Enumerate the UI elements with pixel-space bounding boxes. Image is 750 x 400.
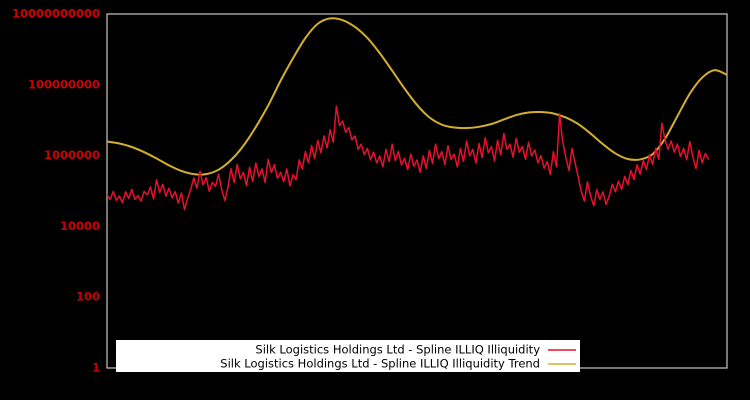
trend-line-series (107, 17, 727, 176)
legend-label: Silk Logistics Holdings Ltd - Spline ILL… (220, 357, 540, 371)
y-axis-tick-label: 1 (92, 361, 100, 375)
illiquidity-line-series (107, 105, 710, 211)
y-axis-tick-labels: 10000000000 100000000 1000000 10000 100 1 (12, 7, 100, 375)
y-axis-tick-label: 100 (76, 290, 100, 304)
legend-background (116, 340, 580, 372)
legend-label: Silk Logistics Holdings Ltd - Spline ILL… (255, 343, 540, 357)
y-axis-tick-label: 10000 (60, 219, 100, 233)
y-axis-tick-label: 1000000 (44, 148, 100, 162)
y-axis-tick-label: 10000000000 (12, 7, 100, 21)
legend[interactable]: Silk Logistics Holdings Ltd - Spline ILL… (220, 343, 576, 371)
y-axis-tick-label: 100000000 (28, 77, 100, 91)
